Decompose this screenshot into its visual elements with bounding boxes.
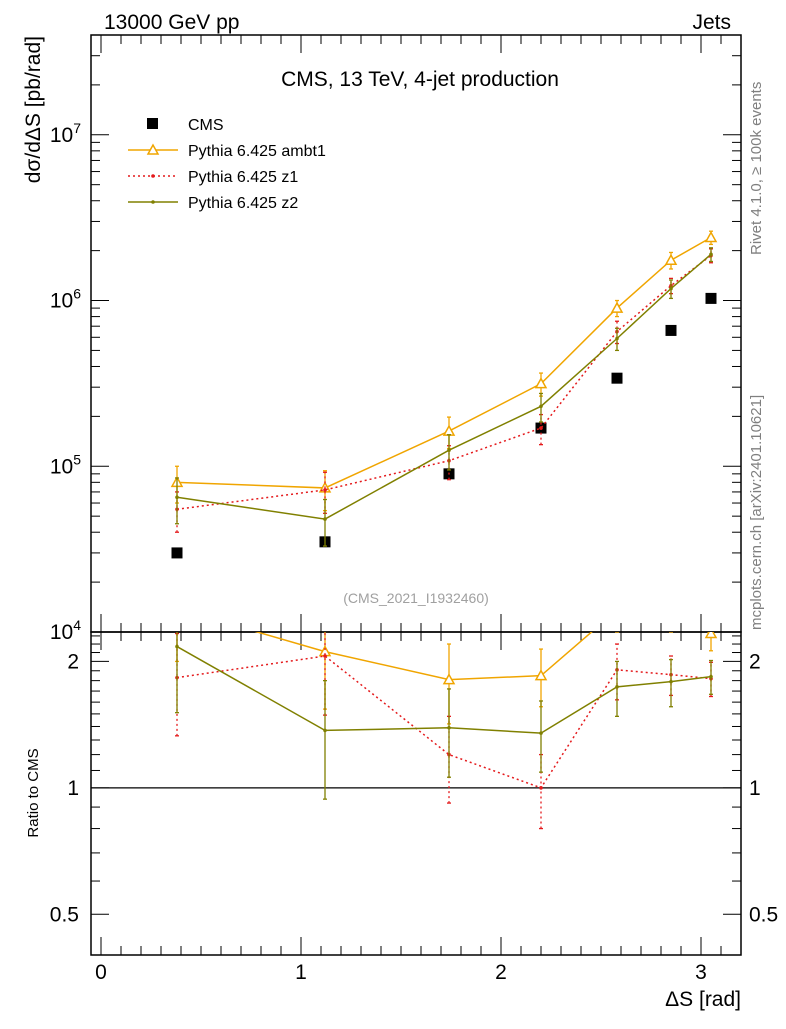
series-1-main-line [176,236,712,489]
main-y-tick-label: 107 [50,120,81,147]
ratio-y-tick-label-right: 1 [749,777,761,800]
series-1-ratio-line [254,632,712,681]
series-3-ratio-marker [615,685,619,689]
x-tick-label: 3 [695,961,707,984]
legend-label-3: Pythia 6.425 z2 [188,195,298,212]
source-label: mcplots.cern.ch [arXiv:2401.10621] [748,395,765,630]
series-1-ratio-marker [172,604,182,613]
series-3-main-marker [709,252,713,257]
main-y-ticks: 104 105 106 107 [50,34,741,644]
legend: CMS Pythia 6.425 ambt1 Pythia 6.425 z1 Pyth… [128,117,326,212]
legend-1-marker [146,143,160,155]
ratio-y-tick-label-right: 0.5 [749,903,778,926]
series-3-ratio-marker [175,644,179,649]
x-ticks: 0 1 2 3 [95,35,742,984]
series-3-main-marker [447,448,451,452]
series-3-main-marker [615,336,619,341]
series-3-ratio-line [176,645,712,734]
legend-2-marker [151,174,155,178]
series-1-ratio-marker [534,669,548,681]
y-axis-label-ratio: Ratio to CMS [25,748,42,837]
series-2-ratio-line [176,655,712,789]
main-y-tick-label: 105 [50,451,81,478]
series-1-main-marker [610,301,624,313]
ratio-y-ticks: 0.5 0.5 1 1 2 2 [50,635,778,956]
series-0-main-marker [171,547,183,559]
series-1-main-marker [442,424,456,436]
series-2-main-marker [539,426,543,430]
series-3-ratio-marker [709,674,713,679]
series-3-ratio-marker [539,731,543,735]
series-1-main-marker [534,377,548,389]
x-tick-label: 2 [495,961,507,984]
rivet-label: Rivet 4.1.0, ≥ 100k events [748,82,765,255]
series-2-main-marker [323,488,327,492]
series-3-ratio-marker [669,679,673,684]
series-3-ratio-marker [447,725,451,730]
series-0-main-marker [611,372,623,384]
x-axis-label: ΔS [rad] [665,988,741,1011]
series-1-ratio-marker [612,605,622,614]
series-1-ratio-marker [704,632,718,639]
ratio-y-tick-label-left: 0.5 [50,903,79,926]
legend-marker-data [147,118,158,129]
ratio-y-tick-label-right: 2 [749,650,761,673]
main-y-tick-label: 104 [50,617,81,644]
x-tick-label: 0 [95,961,107,984]
series-3-ratio-marker [323,728,327,733]
main-y-tick-label: 106 [50,286,81,313]
ratio-panel-frame [90,631,742,956]
main-series-group [170,230,718,559]
series-3-main-marker [323,517,327,521]
series-1-ratio-marker [442,673,456,685]
series-0-main-marker [705,292,717,304]
series-0-main-marker [665,324,677,336]
analysis-id: (CMS_2021_I1932460) [343,590,489,606]
ratio-y-tick-label-left: 2 [67,650,79,673]
legend-label-1: Pythia 6.425 ambt1 [188,143,326,160]
header-right-label: Jets [692,11,731,34]
legend-label-2: Pythia 6.425 z1 [188,169,298,186]
legend-label-0: CMS [188,117,224,134]
series-3-main-marker [539,404,543,409]
series-3-main-marker [175,495,179,500]
series-2-ratio-marker [539,786,543,790]
series-3-main-marker [669,286,673,291]
ratio-series-group [172,604,718,830]
legend-3-marker [151,200,155,204]
series-1-ratio-marker [666,605,676,614]
chart-title: CMS, 13 TeV, 4-jet production [281,68,559,91]
header-left-label: 13000 GeV pp [104,11,239,34]
series-1-main-marker [664,253,678,265]
series-2-ratio-marker [323,654,327,658]
x-tick-label: 1 [295,961,307,984]
series-1-main-marker [704,230,718,243]
series-3-main-line [176,253,712,520]
y-axis-label-main: dσ/dΔS [pb/rad] [22,36,45,183]
ratio-y-tick-label-left: 1 [67,777,79,800]
